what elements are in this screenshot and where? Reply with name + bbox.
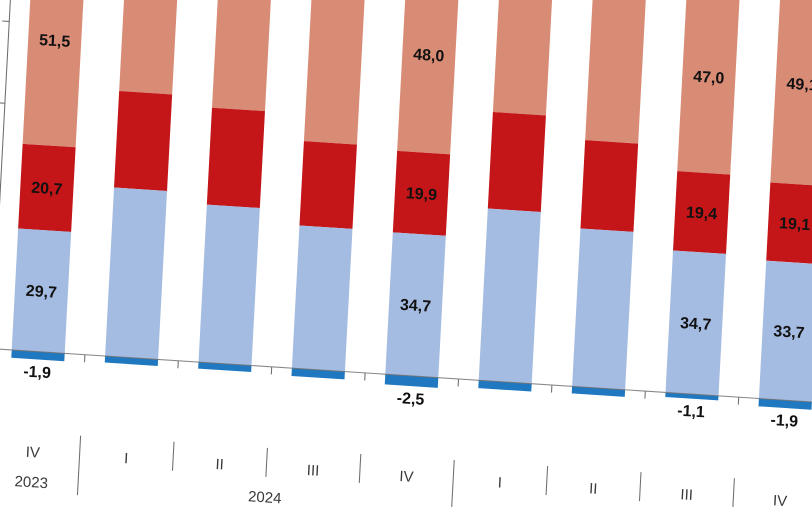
svg-text:-1,9: -1,9 [770, 411, 799, 431]
svg-text:33,7: 33,7 [773, 322, 805, 342]
svg-text:II: II [215, 456, 224, 474]
svg-text:19,4: 19,4 [686, 203, 718, 223]
svg-text:IV: IV [25, 444, 40, 462]
svg-text:51,5: 51,5 [39, 31, 71, 51]
svg-text:2024: 2024 [248, 488, 282, 507]
svg-text:34,7: 34,7 [680, 314, 712, 334]
svg-text:34,7: 34,7 [399, 296, 431, 316]
svg-text:49,1: 49,1 [786, 75, 812, 95]
svg-text:III: III [680, 486, 693, 504]
svg-text:I: I [124, 450, 129, 467]
svg-text:2023: 2023 [14, 473, 48, 492]
svg-text:IV: IV [773, 492, 788, 507]
svg-text:48,0: 48,0 [413, 45, 445, 65]
svg-text:-1,9: -1,9 [23, 362, 52, 382]
svg-text:19,9: 19,9 [405, 184, 437, 204]
svg-text:III: III [306, 462, 319, 480]
svg-text:I: I [497, 474, 502, 491]
svg-text:IV: IV [399, 468, 414, 486]
svg-text:-1,1: -1,1 [677, 402, 706, 422]
svg-text:20,7: 20,7 [31, 179, 63, 199]
svg-text:19,1: 19,1 [779, 214, 811, 234]
svg-text:II: II [589, 480, 598, 498]
svg-text:-2,5: -2,5 [396, 389, 425, 409]
svg-text:29,7: 29,7 [25, 282, 57, 302]
svg-text:47,0: 47,0 [693, 68, 725, 88]
